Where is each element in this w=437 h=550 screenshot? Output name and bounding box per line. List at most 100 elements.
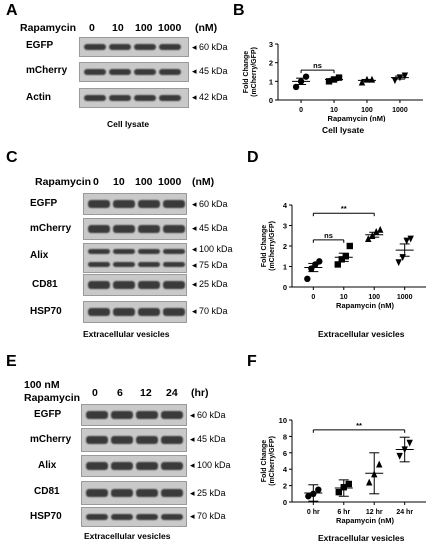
y-axis-label-unit: (mCherry/GFP) bbox=[269, 221, 276, 271]
row-label-cd81-e: CD81 bbox=[34, 486, 60, 497]
blot-band bbox=[113, 281, 135, 289]
row-label-mcherry: mCherry bbox=[26, 65, 68, 76]
kda-c-cd81: ◂ 25 kDa bbox=[192, 279, 228, 289]
blot-band bbox=[84, 68, 106, 76]
y-tick-label: 4 bbox=[283, 465, 288, 474]
blot-band bbox=[159, 68, 181, 76]
y-tick-label: 1 bbox=[269, 77, 273, 86]
blot-e-cd81 bbox=[81, 481, 187, 505]
blot-band bbox=[86, 488, 108, 498]
unit-a: (nM) bbox=[195, 22, 218, 34]
data-point bbox=[377, 225, 384, 233]
data-point bbox=[391, 77, 399, 85]
blot-band bbox=[88, 261, 110, 267]
caption-a: Cell lysate bbox=[107, 119, 150, 129]
blot-e-egfp bbox=[81, 404, 187, 426]
data-point bbox=[304, 275, 311, 282]
blot-band bbox=[86, 462, 108, 470]
x-tick-label: 24 hr bbox=[396, 509, 413, 516]
blot-c-cd81 bbox=[83, 274, 187, 296]
data-point bbox=[365, 235, 372, 243]
blot-band bbox=[88, 200, 110, 208]
blot-band bbox=[113, 308, 135, 316]
treatment-line2-e: Rapamycin bbox=[24, 392, 81, 404]
caption-d: Extracellular vesicles bbox=[318, 329, 405, 339]
blot-band bbox=[86, 513, 108, 521]
y-tick-label: 0 bbox=[283, 498, 287, 507]
x-axis-label: Rapamycin (nM) bbox=[336, 301, 394, 310]
y-tick-label: 0 bbox=[269, 96, 273, 105]
panel-letter-c: C bbox=[6, 149, 18, 166]
blot-band bbox=[159, 94, 181, 102]
blot-band bbox=[111, 462, 133, 470]
kda-e-mcherry: ◂ 45 kDa bbox=[190, 434, 226, 444]
x-tick-label: 12 hr bbox=[366, 509, 383, 516]
data-point bbox=[292, 83, 300, 91]
blot-c-alix bbox=[83, 243, 187, 273]
blot-band bbox=[86, 435, 108, 445]
blot-band bbox=[163, 308, 185, 316]
y-tick-label: 0 bbox=[283, 283, 287, 292]
data-point bbox=[335, 74, 343, 81]
blot-band bbox=[88, 308, 110, 316]
blot-band bbox=[161, 435, 183, 445]
row-label-alix-e: Alix bbox=[38, 460, 57, 471]
caption-b: Cell lysate bbox=[322, 125, 365, 135]
sig-label: ns bbox=[324, 231, 333, 240]
sig-label: ** bbox=[356, 421, 362, 430]
blot-band bbox=[111, 488, 133, 498]
kda-e-hsp70: ◂ 70 kDa bbox=[190, 511, 226, 521]
y-tick-label: 3 bbox=[269, 40, 273, 49]
x-tick-label: 10 bbox=[330, 107, 338, 114]
x-tick-label: 100 bbox=[361, 107, 373, 114]
y-tick-label: 4 bbox=[283, 201, 288, 210]
blot-band bbox=[138, 261, 160, 267]
x-tick-label: 0 bbox=[299, 107, 303, 114]
x-tick-label: 6 hr bbox=[337, 509, 350, 516]
data-point bbox=[342, 253, 349, 260]
blot-c-egfp bbox=[83, 193, 187, 215]
data-point bbox=[334, 261, 341, 268]
blot-band bbox=[134, 68, 156, 76]
blot-band bbox=[136, 488, 158, 498]
panel-letter-b: B bbox=[233, 2, 245, 19]
blot-band bbox=[113, 200, 135, 208]
x-axis-label: Rapamycin (nM) bbox=[328, 114, 386, 122]
unit-c: (nM) bbox=[192, 176, 215, 188]
kda-a-actin: ◂ 42 kDa bbox=[192, 92, 228, 102]
treatment-label-a: Rapamycin bbox=[20, 22, 77, 34]
blot-band bbox=[136, 462, 158, 470]
blot-band bbox=[136, 435, 158, 445]
blot-band bbox=[134, 43, 156, 51]
y-tick-label: 3 bbox=[283, 222, 287, 231]
row-label-mcherry-e: mCherry bbox=[30, 434, 72, 445]
chart-b: 0 1 2 3 0 10 100 1000 Rapamycin (nM) Fold Change(… bbox=[243, 40, 423, 122]
data-point bbox=[406, 439, 413, 447]
y-tick-label: 2 bbox=[283, 242, 287, 251]
blot-band bbox=[109, 43, 131, 51]
data-point bbox=[305, 493, 312, 500]
blot-band bbox=[109, 68, 131, 76]
data-point bbox=[335, 488, 342, 496]
blot-band bbox=[161, 513, 183, 521]
treatment-line1-e: 100 nM bbox=[24, 379, 60, 391]
blot-band bbox=[84, 43, 106, 51]
unit-e: (hr) bbox=[191, 387, 209, 399]
blot-band bbox=[84, 94, 106, 102]
x-axis-label: Rapamycin (nM) bbox=[336, 516, 394, 525]
blot-e-alix bbox=[81, 455, 187, 477]
blot-band bbox=[134, 94, 156, 102]
kda-a-egfp: ◂ 60 kDa bbox=[192, 42, 228, 52]
data-point bbox=[407, 235, 414, 243]
y-tick-label: 2 bbox=[283, 482, 287, 491]
time-e-3: 24 bbox=[166, 387, 178, 399]
data-point bbox=[395, 259, 402, 267]
row-label-hsp70-e: HSP70 bbox=[30, 511, 62, 522]
blot-band bbox=[161, 488, 183, 498]
blot-band bbox=[111, 435, 133, 445]
blot-band bbox=[163, 225, 185, 233]
blot-e-mcherry bbox=[81, 428, 187, 452]
data-point bbox=[403, 237, 410, 245]
kda-a-mcherry: ◂ 45 kDa bbox=[192, 66, 228, 76]
